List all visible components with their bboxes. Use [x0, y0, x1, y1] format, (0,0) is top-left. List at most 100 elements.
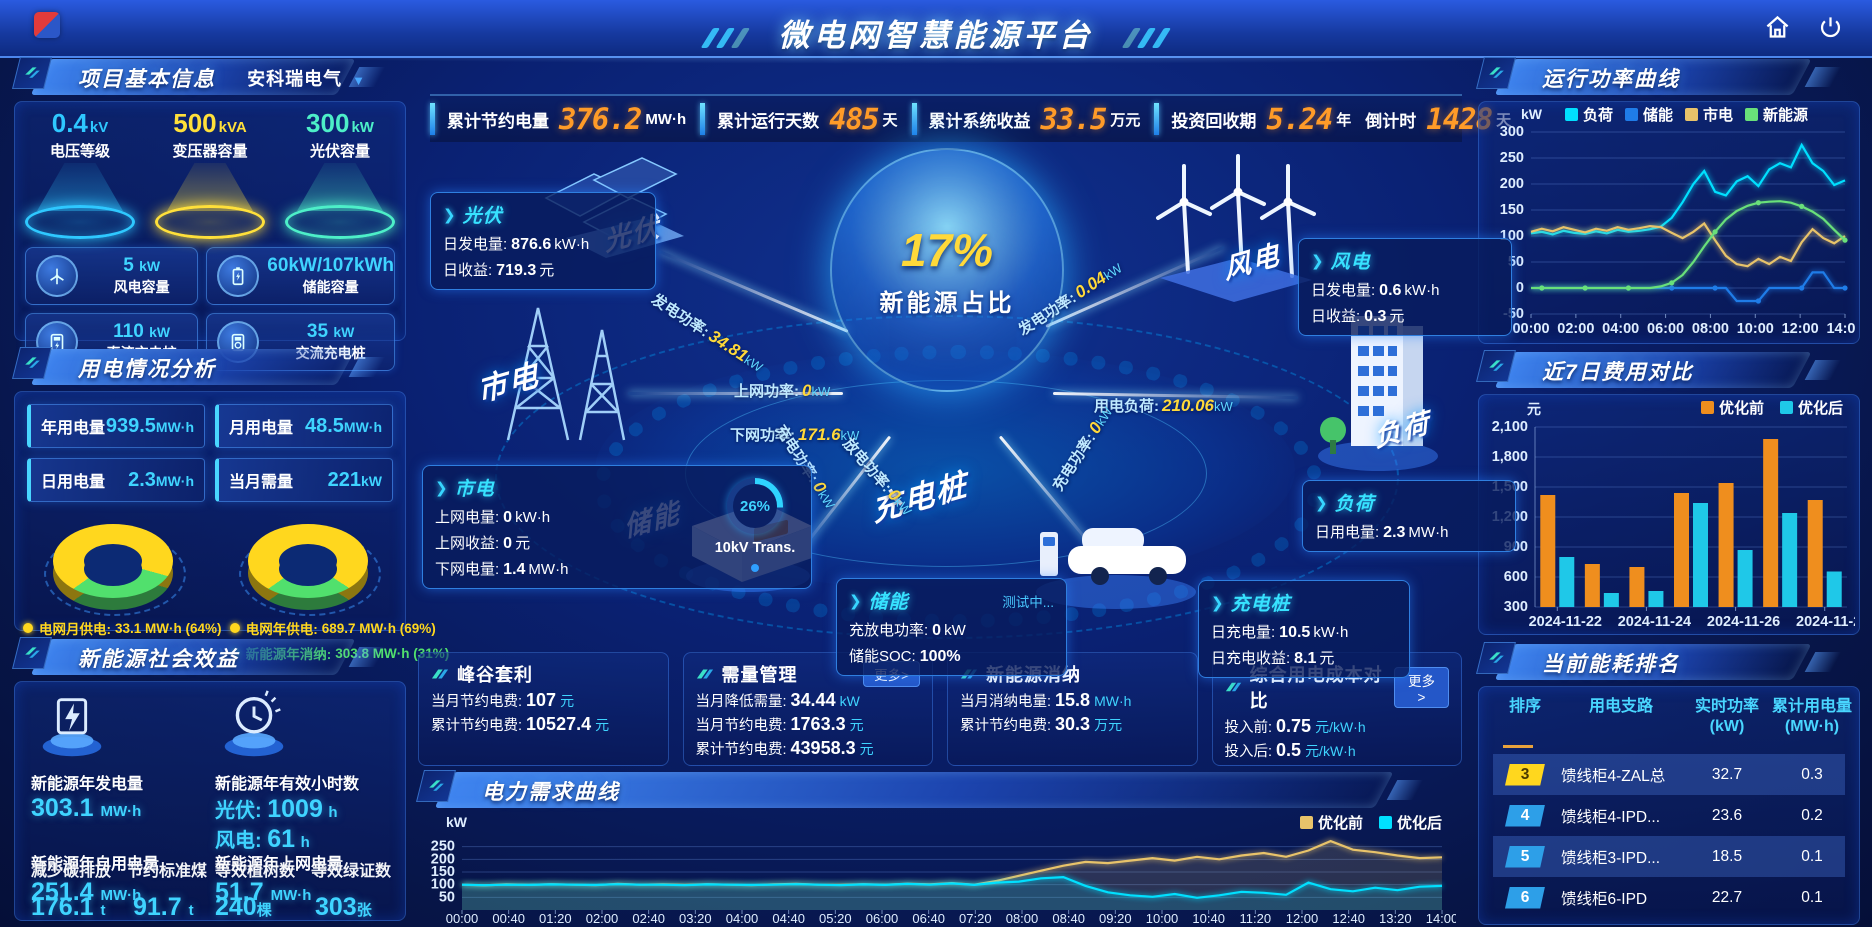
benefit-value: 176.1 t	[31, 893, 106, 921]
usage-stat: 当月需量 221kW	[215, 458, 393, 502]
legend-label: 电网月供电:	[39, 622, 111, 637]
card-row: 日发电量: 876.6 kW·h	[443, 236, 590, 253]
panel-corner-icon	[1476, 642, 1516, 674]
mini-row: 当月消纳电量: 15.8 MW·h	[960, 690, 1132, 710]
kpi-unit: 年	[1336, 111, 1352, 129]
svg-text:02:00: 02:00	[586, 911, 619, 926]
card-row: 日充电量: 10.5 kW·h	[1211, 624, 1349, 641]
transformer-load-gauge: 26% 10kV Trans.	[709, 478, 801, 572]
arrow-icon: ❯	[849, 592, 862, 610]
kpi-unit: 万元	[1110, 111, 1141, 129]
capacity-label: 储能容量	[302, 279, 359, 295]
benefit-label: 减少碳排放	[31, 863, 112, 880]
svg-text:2024-11-22: 2024-11-22	[1529, 614, 1602, 629]
svg-text:0: 0	[1516, 280, 1524, 296]
panel-title: 当前能耗排名	[1542, 653, 1680, 676]
table-row[interactable]: 3 馈线柜4-ZAL总 32.7 0.3	[1493, 754, 1845, 795]
usage-stat: 日用电量 2.3MW·h	[27, 458, 205, 502]
renewable-ratio-value: 17%	[900, 223, 994, 276]
panel-usage-analysis: 用电情况分析 年用电量 939.5MW·h 月用电量 48.5MW·h 日用电量 2…	[12, 347, 449, 662]
donut-legend-item: 电网月供电: 33.1 MW·h (64%)	[23, 618, 224, 638]
panel-corner-icon	[1476, 57, 1516, 89]
benefit-value: 51.7 MW·h	[215, 878, 312, 906]
gauge-label: 光伏容量	[309, 143, 370, 160]
chart-legend: 负荷 储能 市电 新能源	[1565, 104, 1808, 125]
kpi-value: 5.24	[1266, 102, 1333, 136]
panel-title: 项目基本信息	[78, 68, 216, 91]
capacity-value: 60kW/107kWh	[267, 255, 394, 276]
panel-social-benefit: 新能源社会效益 新能源年发电量 303.1 MW·h 新能源年有效小时数 光伏:…	[12, 637, 406, 921]
node-card-充电桩: ❯ 充电桩 日充电量: 10.5 kW·h 日充电收益: 8.1 元	[1198, 580, 1410, 678]
legend-label: 负荷	[1583, 107, 1614, 124]
panel-corner-icon	[12, 637, 52, 669]
mini-panel-title: 峰谷套利	[457, 665, 533, 685]
card-row: 日发电量: 0.6 kW·h	[1311, 282, 1440, 299]
realtime-power: 23.6	[1711, 806, 1743, 824]
mini-row: 投入后: 0.5 元/kW·h	[1224, 740, 1356, 760]
chart-legend: 优化前 优化后	[1299, 812, 1442, 833]
capacity-value: 5 kW	[123, 255, 161, 276]
power-icon[interactable]	[1817, 14, 1844, 41]
flow-label-发电功率: 发电功率:34.81kW	[648, 290, 766, 375]
node-card-title: 负荷	[1334, 494, 1375, 515]
svg-text:07:20: 07:20	[959, 911, 992, 926]
svg-text:250: 250	[1500, 150, 1524, 166]
arrow-icon: ❯	[443, 206, 456, 224]
legend-item-优化前[interactable]: 优化前	[1299, 812, 1363, 833]
light-cone	[167, 163, 253, 211]
rank-badge: 5	[1505, 845, 1545, 868]
company-dropdown[interactable]: 安科瑞电气 ▼	[247, 65, 366, 91]
panel-corner-icon	[12, 57, 52, 89]
legend-label: 电网年供电:	[245, 622, 318, 637]
table-row[interactable]: 4 馈线柜4-IPD... 23.6 0.2	[1493, 795, 1845, 836]
panel-energy-ranking: 当前能耗排名 排序 用电支路 实时功率 (kW) 累计用电量 (MW·h) 3 馈线柜4-…	[1476, 642, 1860, 925]
decor-slashes-right	[1121, 20, 1172, 56]
legend-item-市电[interactable]: 市电	[1685, 104, 1733, 125]
benefit-value: 240棵	[215, 893, 272, 921]
card-row: 上网电量: 0 kW·h	[435, 509, 551, 526]
wind-turbine-icon	[36, 255, 78, 297]
svg-text:300: 300	[1500, 124, 1524, 140]
svg-text:600: 600	[1504, 569, 1528, 585]
flag-icon	[696, 669, 713, 679]
page-title: 微电网智慧能源平台	[685, 10, 1187, 56]
stat-label: 月用电量	[229, 420, 294, 437]
separator	[700, 103, 706, 135]
renewable-ratio-label: 新能源占比	[879, 289, 1015, 317]
rank-badge: 6	[1505, 886, 1545, 909]
legend-item-优化前[interactable]: 优化前	[1700, 397, 1764, 418]
svg-text:100: 100	[431, 877, 455, 893]
svg-text:06:00: 06:00	[866, 911, 899, 926]
svg-text:200: 200	[431, 851, 455, 867]
kpi-label: 累计系统收益	[928, 111, 1031, 131]
legend-item-负荷[interactable]: 负荷	[1565, 104, 1613, 125]
flow-label-用电负荷: 用电负荷: 210.06kW	[1094, 396, 1233, 415]
table-row[interactable]: 6 馈线柜6-IPD 22.7 0.1	[1493, 877, 1845, 918]
node-card-title: 市电	[454, 479, 495, 500]
capacity-value: 110 kW	[113, 321, 171, 342]
y-axis-label: 元	[1527, 401, 1541, 417]
legend-item-优化后[interactable]: 优化后	[1779, 397, 1843, 418]
home-icon[interactable]	[1764, 14, 1791, 41]
svg-text:06:00: 06:00	[1647, 321, 1684, 336]
benefit-label: 新能源年上网电量	[215, 856, 344, 873]
card-row: 储能SOC: 100%	[849, 648, 961, 665]
legend-item-优化后[interactable]: 优化后	[1378, 812, 1442, 833]
node-card-市电: ❯ 市电 上网电量: 0 kW·h 上网收益: 0 元下网电量: 1.4 MW·h 26% 10…	[422, 465, 812, 589]
demand-curve-chart: 50 100 150 200 250 00:00 00:40 01:20 02:…	[431, 839, 1456, 926]
kpi-unit: 天	[882, 111, 898, 129]
kpi-cell: 累计运行天数 485 天	[700, 96, 911, 142]
node-card-负荷: ❯ 负荷 日用电量: 2.3 MW·h	[1302, 480, 1516, 552]
table-row[interactable]: 5 馈线柜3-IPD... 18.5 0.1	[1493, 836, 1845, 877]
donut-chart-month	[43, 516, 186, 616]
kpi-stats-bar: 累计节约电量 376.2 MW·h 累计运行天数 485 天累计系统收益 33.5…	[430, 94, 1511, 142]
legend-item-新能源[interactable]: 新能源	[1745, 104, 1808, 125]
svg-text:00:00: 00:00	[446, 911, 479, 926]
panel-corner-icon	[1476, 350, 1516, 382]
legend-item-储能[interactable]: 储能	[1625, 104, 1673, 125]
node-card-储能: ❯ 储能 测试中... 充放电功率: 0 kW 储能SOC: 100%	[836, 578, 1067, 676]
hours-clock-icon	[224, 690, 284, 757]
